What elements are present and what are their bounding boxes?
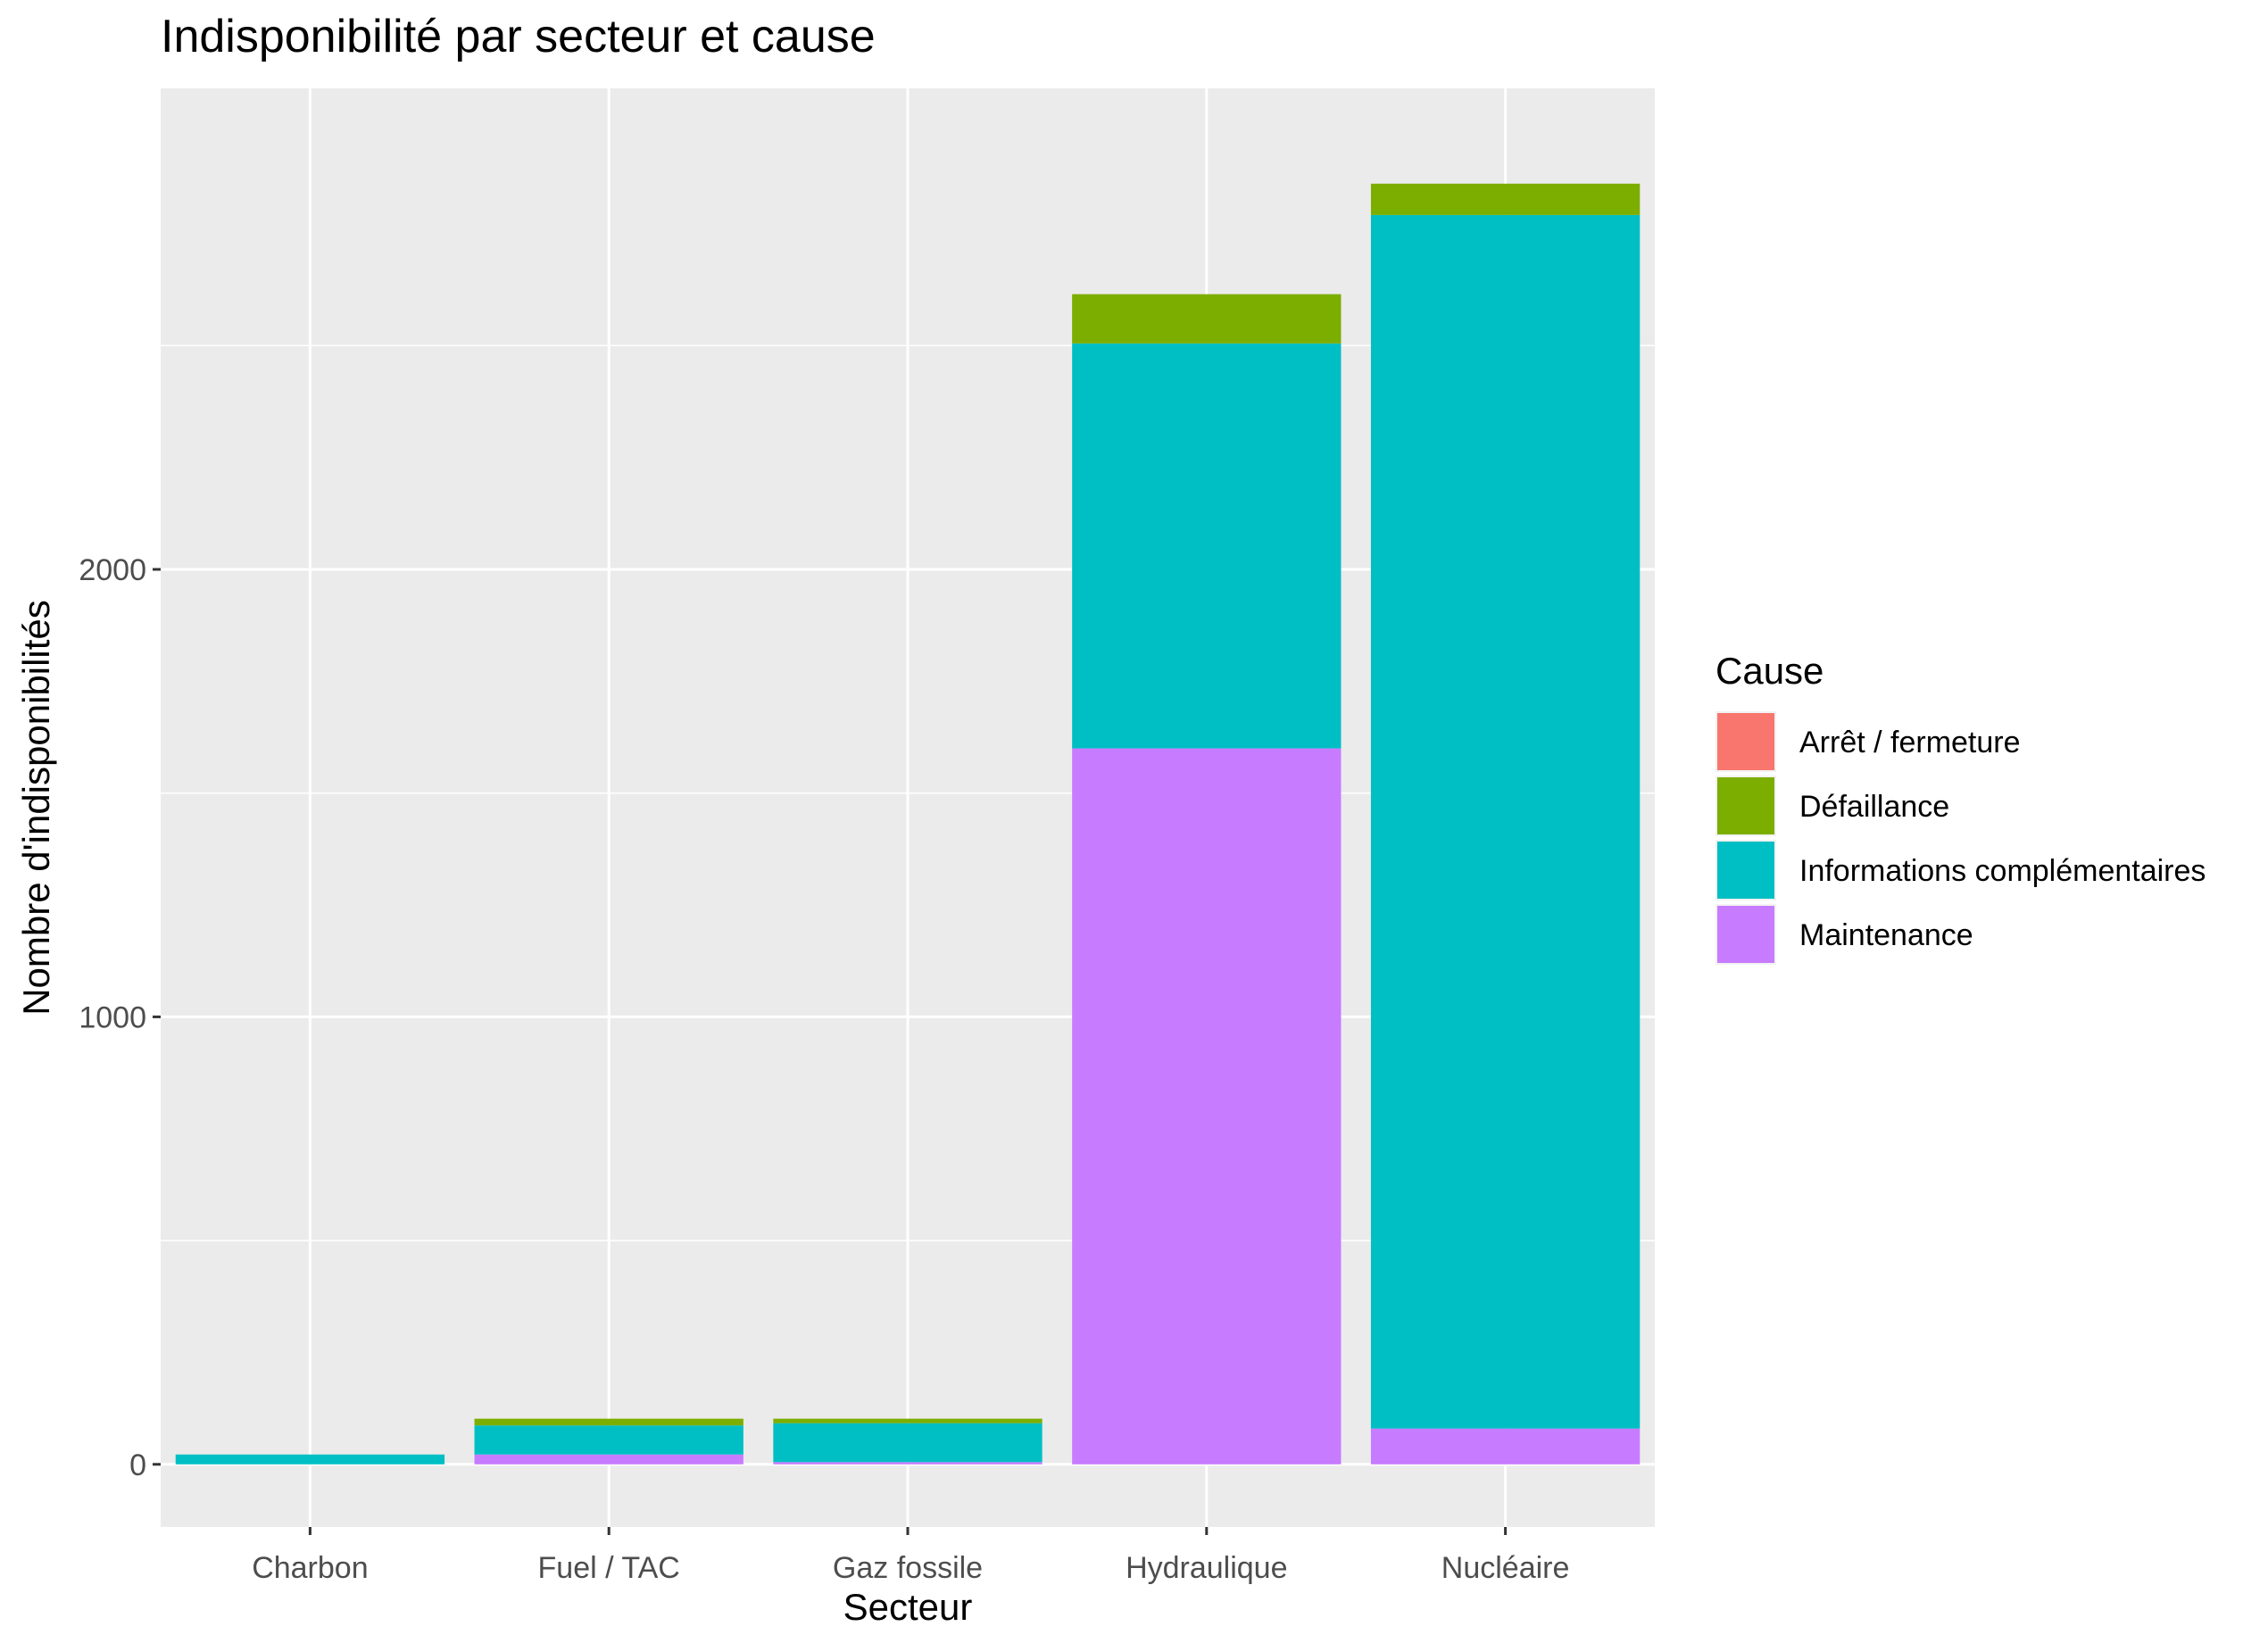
legend-key-swatch (1717, 906, 1774, 963)
y-axis-ticks: 0 1000 2000 (79, 553, 161, 1482)
legend-label: Défaillance (1799, 790, 1949, 824)
bar-segment (773, 1423, 1043, 1463)
legend-label: Informations complémentaires (1799, 854, 2206, 888)
bar-segment (1072, 294, 1342, 344)
x-tick-label: Charbon (252, 1551, 368, 1585)
bar-segment (474, 1418, 744, 1426)
legend-key-swatch (1717, 842, 1774, 899)
legend: Cause Arrêt / fermeture Défaillance Inform… (1716, 650, 2206, 965)
legend-title: Cause (1716, 650, 1824, 692)
bar-segment (1072, 343, 1342, 749)
bar-segment (1370, 1428, 1641, 1465)
bar-segment (773, 1462, 1043, 1465)
y-tick-label: 2000 (79, 553, 146, 587)
chart-title: Indisponibilité par secteur et cause (161, 11, 876, 62)
x-tick-label: Nucléaire (1441, 1551, 1570, 1585)
legend-key-swatch (1717, 777, 1774, 834)
bar-segment (1370, 183, 1641, 215)
bar-segment (474, 1425, 744, 1455)
x-tick-label: Hydraulique (1126, 1551, 1287, 1585)
x-tick-label: Fuel / TAC (538, 1551, 680, 1585)
x-axis-title: Secteur (843, 1586, 973, 1628)
bar-segment (1370, 214, 1641, 1429)
bar-segment (175, 1454, 445, 1465)
legend-label: Maintenance (1799, 918, 1973, 952)
x-axis-ticks: Charbon Fuel / TAC Gaz fossile Hydraulique N… (252, 1527, 1569, 1585)
bar-segment (1072, 748, 1342, 1465)
bar-segment (474, 1454, 744, 1465)
legend-key-swatch (1717, 713, 1774, 770)
y-tick-label: 0 (129, 1448, 146, 1482)
legend-label: Arrêt / fermeture (1799, 726, 2021, 759)
bars (175, 183, 1641, 1465)
bar-segment (773, 1418, 1043, 1423)
x-tick-label: Gaz fossile (833, 1551, 983, 1585)
y-tick-label: 1000 (79, 1000, 146, 1034)
y-axis-title: Nombre d'indisponibilités (15, 600, 57, 1016)
